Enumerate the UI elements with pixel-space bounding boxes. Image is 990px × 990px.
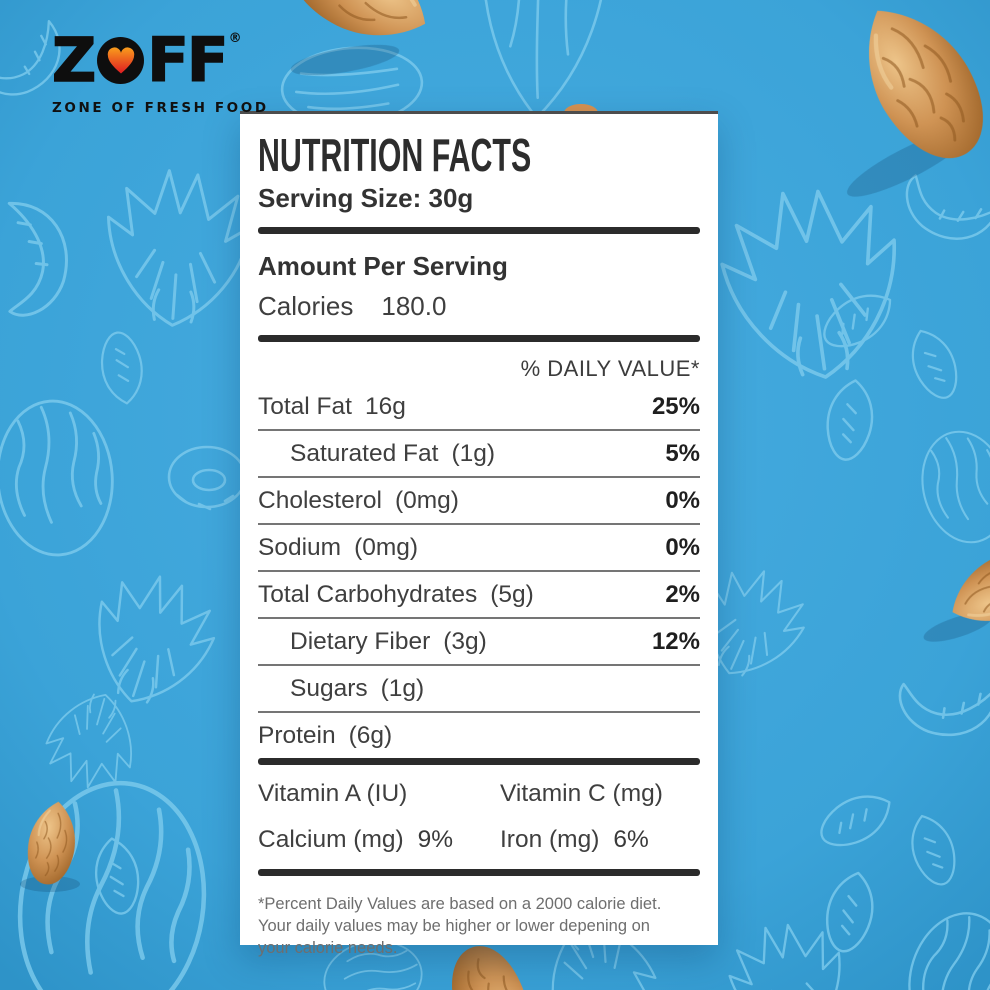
serving-size: Serving Size: 30g xyxy=(258,183,474,213)
micronutrient-name: Calcium (mg) xyxy=(258,826,404,853)
daily-value-footnote: *Percent Daily Values are based on a 200… xyxy=(258,893,700,959)
brand-logo: Z FF ® ZONE OF FRESH FOOD xyxy=(51,25,269,116)
nutrient-daily-value: 0% xyxy=(665,533,700,561)
nutrient-row: Protein (6g) xyxy=(258,713,700,758)
micronutrient-name: Vitamin C (mg) xyxy=(500,780,663,807)
nutrient-amount: (1g) xyxy=(451,439,496,467)
nutrient-row: Dietary Fiber (3g) 12% xyxy=(258,619,700,666)
section-bar xyxy=(258,758,700,765)
nutrient-daily-value: 5% xyxy=(665,439,700,467)
heart-icon xyxy=(97,37,145,84)
micronutrients-grid: Vitamin A (IU) Vitamin C (mg) Calcium (mg)… xyxy=(258,771,700,863)
wordmark-ff: FF xyxy=(146,25,229,96)
nutrient-amount: (5g) xyxy=(490,580,534,608)
nutrient-daily-value: 0% xyxy=(665,486,700,514)
nutrient-name: Total Carbohydrates xyxy=(258,580,478,608)
nutrient-name: Saturated Fat xyxy=(290,439,439,467)
nutrient-row: Sugars (1g) xyxy=(258,666,700,713)
nutrient-amount: (0mg) xyxy=(394,486,459,514)
nutrition-label: NUTRITION FACTS Serving Size: 30g Amount… xyxy=(240,111,718,957)
calories-label: Calories xyxy=(258,291,354,321)
micronutrient-cell: Vitamin C (mg) xyxy=(500,771,700,817)
nutrient-amount: (6g) xyxy=(348,721,393,749)
micronutrient-name: Vitamin A (IU) xyxy=(258,780,408,807)
section-bar xyxy=(258,869,700,876)
daily-value-header: % DAILY VALUE* xyxy=(520,356,700,381)
micronutrient-cell: Iron (mg) 6% xyxy=(500,817,700,863)
label-title: NUTRITION FACTS xyxy=(258,129,532,181)
nutrient-rows: Total Fat 16g 25% Saturated Fat (1g) 5% Choles… xyxy=(258,384,700,758)
nutrient-amount: (1g) xyxy=(380,674,425,702)
micronutrient-name: Iron (mg) xyxy=(500,826,600,853)
nutrient-daily-value: 2% xyxy=(665,580,700,608)
footnote-line: Your daily values may be higher or lower… xyxy=(258,917,650,935)
footnote-line: *Percent Daily Values are based on a 200… xyxy=(258,895,662,913)
nutrient-name: Protein xyxy=(258,721,336,749)
nutrient-row: Total Fat 16g 25% xyxy=(258,384,700,431)
nutrient-name: Cholesterol xyxy=(258,486,382,514)
brand-wordmark: Z FF ® xyxy=(51,25,269,96)
micronutrient-value: 9% xyxy=(417,826,454,853)
footnote-line: your calorie needs. xyxy=(258,939,398,957)
nutrient-amount: (0mg) xyxy=(354,533,419,561)
wordmark-z: Z xyxy=(51,25,97,96)
nutrient-row: Total Carbohydrates (5g) 2% xyxy=(258,572,700,619)
micronutrient-cell: Calcium (mg) 9% xyxy=(258,817,500,863)
nutrient-daily-value: 12% xyxy=(651,627,700,655)
nutrient-amount: (3g) xyxy=(443,627,487,655)
brand-tagline: ZONE OF FRESH FOOD xyxy=(52,100,269,116)
amount-per-serving: Amount Per Serving xyxy=(258,251,508,281)
micronutrient-cell: Vitamin A (IU) xyxy=(258,771,500,817)
nutrient-amount: 16g xyxy=(364,392,406,420)
nutrient-name: Sodium xyxy=(258,533,342,561)
section-bar xyxy=(258,227,700,234)
nutrient-daily-value: 25% xyxy=(651,392,700,420)
nutrient-name: Sugars xyxy=(290,674,368,702)
micronutrient-value: 6% xyxy=(613,826,649,853)
registered-mark: ® xyxy=(228,31,242,46)
nutrient-row: Sodium (0mg) 0% xyxy=(258,525,700,572)
nutrient-name: Total Fat xyxy=(258,392,352,420)
nutrient-name: Dietary Fiber xyxy=(290,627,431,655)
nutrient-row: Cholesterol (0mg) 0% xyxy=(258,478,700,525)
section-bar xyxy=(258,335,700,342)
calories-value: 180.0 xyxy=(381,291,447,321)
nutrient-row: Saturated Fat (1g) 5% xyxy=(258,431,700,478)
calories-row: Calories 180.0 xyxy=(258,291,700,322)
